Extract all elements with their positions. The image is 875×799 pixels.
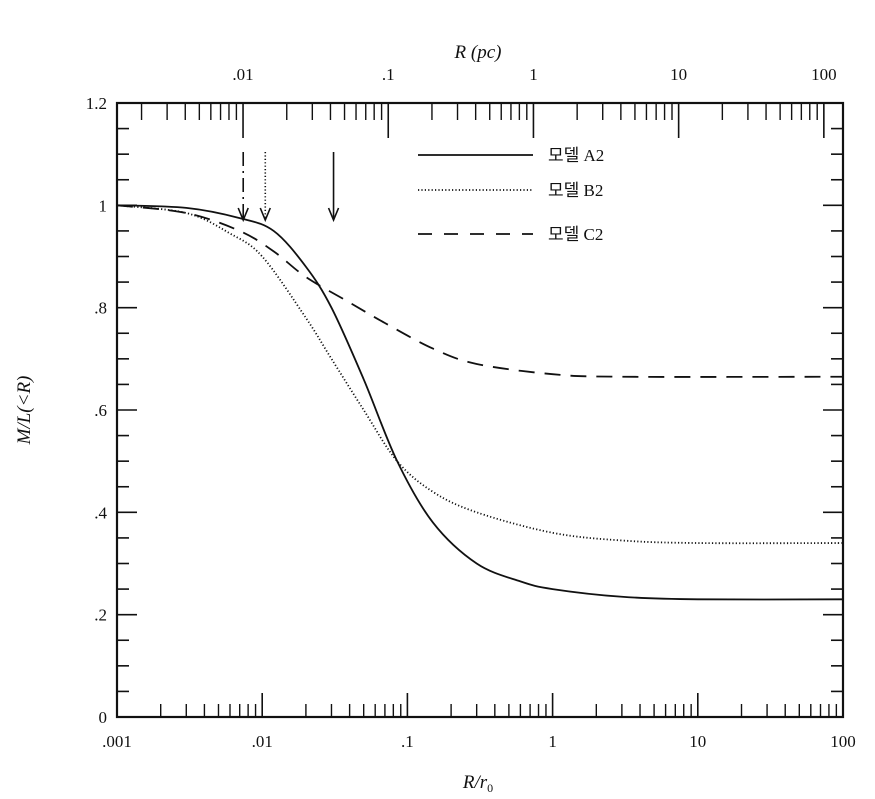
y-tick-label: .8: [94, 299, 107, 318]
arrow-head-icon: [327, 207, 340, 223]
y-tick-label: 1.2: [86, 94, 107, 113]
y-axis-title: M/L(<R): [14, 376, 35, 446]
arrow-head-icon: [237, 207, 249, 223]
top-tick-label: 10: [670, 65, 687, 84]
legend-label: 모델 B2: [548, 181, 603, 200]
y-tick-label: .4: [94, 503, 107, 522]
plot-frame: [115, 101, 845, 719]
top-tick-label: .1: [382, 65, 395, 84]
series-line-모델-B2: [116, 204, 844, 545]
x-tick-label: 100: [830, 732, 856, 751]
x-axis-title: R/r0: [462, 772, 493, 795]
y-tick-label: .6: [94, 401, 107, 420]
x-tick-label: .01: [252, 732, 273, 751]
top-tick-label: 100: [811, 65, 837, 84]
legend-label: 모델 C2: [548, 225, 603, 244]
x-tick-label: 1: [548, 732, 557, 751]
top-axis-title: R (pc): [454, 42, 502, 63]
y-tick-label: 1: [99, 196, 108, 215]
legend-label: 모델 A2: [548, 146, 604, 165]
y-tick-label: .2: [94, 606, 107, 625]
x-tick-label: .001: [102, 732, 132, 751]
x-tick-label: .1: [401, 732, 414, 751]
x-tick-label: 10: [689, 732, 706, 751]
series-line-모델-C2: [116, 204, 844, 378]
top-tick-label: 1: [529, 65, 538, 84]
top-tick-label: .01: [232, 65, 253, 84]
arrow-head-icon: [259, 207, 272, 223]
y-tick-label: 0: [99, 708, 108, 727]
series-line-모델-A2: [116, 204, 844, 601]
